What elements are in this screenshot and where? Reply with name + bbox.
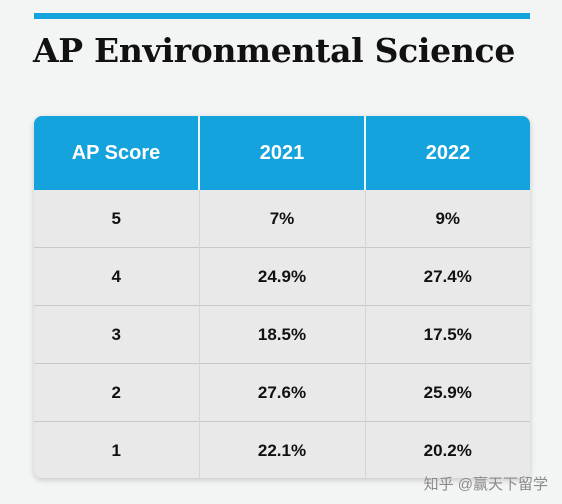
table-row: 2 27.6% 25.9% <box>34 363 530 422</box>
value-2022-cell: 17.5% <box>365 305 530 364</box>
column-header-2021: 2021 <box>199 116 366 190</box>
value-2022-cell: 20.2% <box>365 421 530 478</box>
value-2021-cell: 24.9% <box>199 247 366 306</box>
top-accent-rule <box>34 13 530 19</box>
column-header-2022: 2022 <box>365 116 530 190</box>
column-header-ap-score: AP Score <box>34 116 200 190</box>
value-2021-cell: 18.5% <box>199 305 366 364</box>
score-distribution-table: AP Score 2021 2022 5 7% 9% 4 24.9% 27.4%… <box>34 116 530 478</box>
value-2021-cell: 22.1% <box>199 421 366 478</box>
value-2022-cell: 9% <box>435 208 461 228</box>
value-2021-cell: 27.6% <box>199 363 366 422</box>
table-row: 4 24.9% 27.4% <box>34 247 530 306</box>
table-row: 5 7% 9% <box>34 190 530 248</box>
page-title: AP Environmental Science <box>33 31 516 70</box>
data-table: AP Score 2021 2022 5 7% 9% 4 24.9% 27.4%… <box>34 116 530 478</box>
table-row: 1 22.1% 20.2% <box>34 421 530 478</box>
value-2022-cell: 25.9% <box>365 363 530 422</box>
score-cell: 2 <box>34 363 200 422</box>
score-cell: 3 <box>34 305 200 364</box>
score-cell: 4 <box>34 247 200 306</box>
table-header-row: AP Score 2021 2022 <box>34 116 530 190</box>
value-2022-cell: 27.4% <box>365 247 530 306</box>
value-2021-cell: 7% <box>199 190 366 248</box>
score-cell: 5 <box>34 190 200 248</box>
table-row: 3 18.5% 17.5% <box>34 305 530 364</box>
watermark-text: 知乎 @赢天下留学 <box>423 476 548 493</box>
score-cell: 1 <box>34 421 200 478</box>
